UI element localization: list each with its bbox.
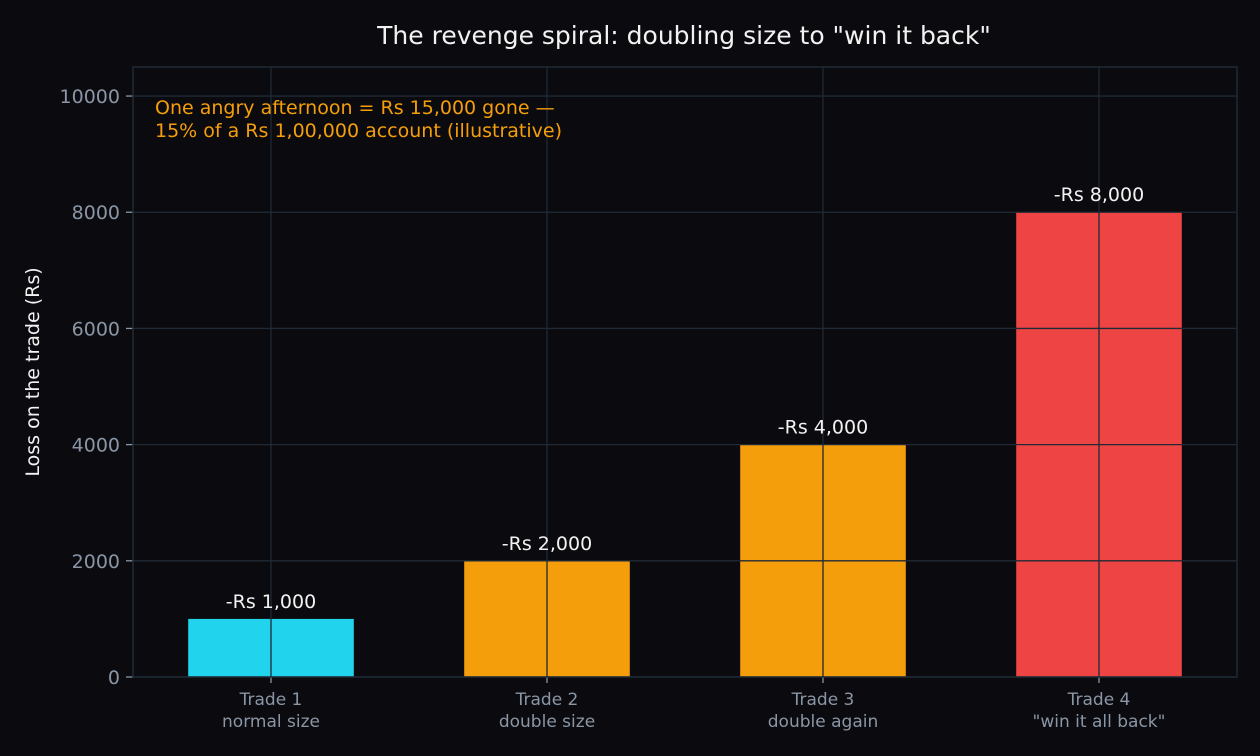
y-axis-label: Loss on the trade (Rs) [22,267,44,476]
annotation: One angry afternoon = Rs 15,000 gone —15… [155,97,562,142]
x-tick-label-line: Trade 2 [515,690,579,710]
y-tick-label: 10000 [60,86,120,108]
plot-frame [132,66,1238,678]
data-label: -Rs 8,000 [1054,184,1144,206]
x-tick-label: Trade 4 "win it all back" [1033,690,1166,732]
x-tick-label-line: double size [499,712,595,732]
y-tick-label: 4000 [72,435,120,457]
data-label: -Rs 4,000 [778,417,868,439]
annotation-line: One angry afternoon = Rs 15,000 gone — [155,97,555,119]
x-tick-label: Trade 1 normal size [222,690,320,732]
x-tick-label-line: Trade 1 [239,690,303,710]
x-tick-label-line: double again [768,712,878,732]
y-tick-label: 8000 [72,202,120,224]
x-tick-label-line: "win it all back" [1033,712,1166,732]
x-tick-label-line: Trade 3 [791,690,855,710]
data-label: -Rs 1,000 [226,591,316,613]
y-tick-label: 0 [108,667,120,689]
y-tick-label: 2000 [72,551,120,573]
y-tick-label: 6000 [72,318,120,340]
x-tick-label-line: normal size [222,712,320,732]
plot-area: 0 2000 4000 6000 8000 10000 Trade 1 normal size… [60,66,1238,732]
x-tick-label: Trade 3 double again [768,690,878,732]
data-label: -Rs 2,000 [502,533,592,555]
x-tick-label: Trade 2 double size [499,690,595,732]
annotation-line: 15% of a Rs 1,00,000 account (illustrati… [155,120,562,142]
chart-title: The revenge spiral: doubling size to "wi… [376,21,991,50]
x-tick-label-line: Trade 4 [1067,690,1131,710]
